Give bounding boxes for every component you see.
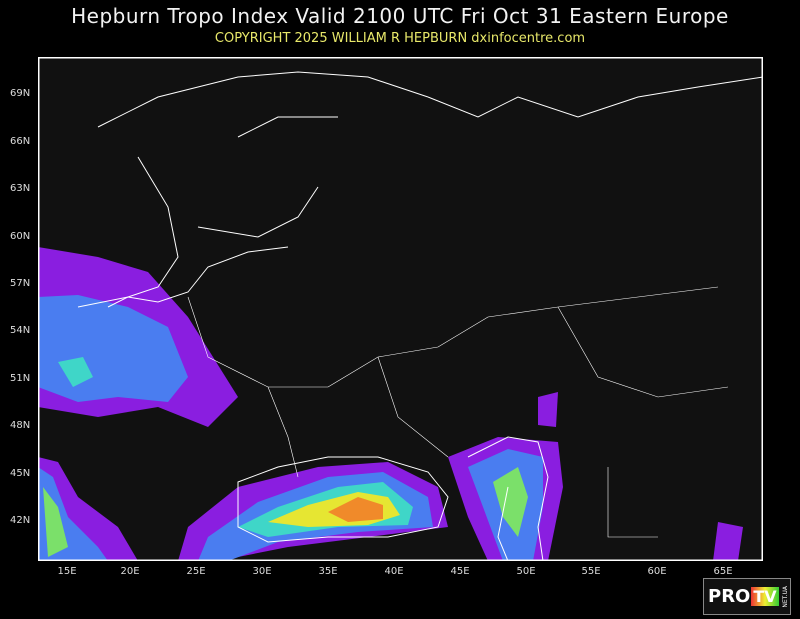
arctic-coast <box>427 76 763 118</box>
black-sea-coast <box>237 456 449 543</box>
longitude-label: 30E <box>252 566 272 577</box>
longitude-label: 35E <box>318 566 338 577</box>
latitude-label: 42N <box>10 515 31 526</box>
longitude-label: 55E <box>581 566 601 577</box>
logo-pro: PRO <box>708 586 751 607</box>
protv-watermark-logo: PRO TV NET.UA <box>703 578 791 615</box>
latitude-label: 69N <box>10 88 31 99</box>
latitude-label: 63N <box>10 183 31 194</box>
tropo-index-map <box>38 57 763 561</box>
logo-net: NET.UA <box>781 585 789 608</box>
index-region-green-balkans <box>43 487 68 557</box>
copyright-line: COPYRIGHT 2025 WILLIAM R HEPBURN dxinfoc… <box>214 31 586 46</box>
caspian-coast <box>467 436 549 561</box>
longitude-label: 20E <box>120 566 140 577</box>
country-borders <box>187 286 729 538</box>
longitude-label: 40E <box>384 566 404 577</box>
latitude-label: 51N <box>10 373 31 384</box>
longitude-label: 65E <box>713 566 733 577</box>
longitude-label: 60E <box>647 566 667 577</box>
index-region-green-caspian <box>493 467 528 537</box>
latitude-label: 48N <box>10 420 31 431</box>
longitude-label: 50E <box>516 566 536 577</box>
longitude-label: 15E <box>57 566 77 577</box>
latitude-label: 45N <box>10 468 31 479</box>
tropo-index-shading <box>38 247 743 561</box>
baltic-coast <box>77 246 289 308</box>
index-region-purple-east-small <box>538 392 558 427</box>
coastlines-and-borders <box>77 71 763 561</box>
latitude-label: 60N <box>10 231 31 242</box>
latitude-label: 54N <box>10 325 31 336</box>
latitude-label: 57N <box>10 278 31 289</box>
index-region-purple-east <box>713 522 743 561</box>
index-region-cyan-central-europe <box>58 357 93 387</box>
index-region-orange-black-sea <box>328 497 383 522</box>
tv-icon: TV <box>751 587 779 606</box>
longitude-label: 45E <box>450 566 470 577</box>
map-title: Hepburn Tropo Index Valid 2100 UTC Fri O… <box>71 4 729 28</box>
map-frame <box>38 57 763 561</box>
scandinavia-coast <box>97 71 429 308</box>
latitude-label: 66N <box>10 136 31 147</box>
longitude-label: 25E <box>186 566 206 577</box>
